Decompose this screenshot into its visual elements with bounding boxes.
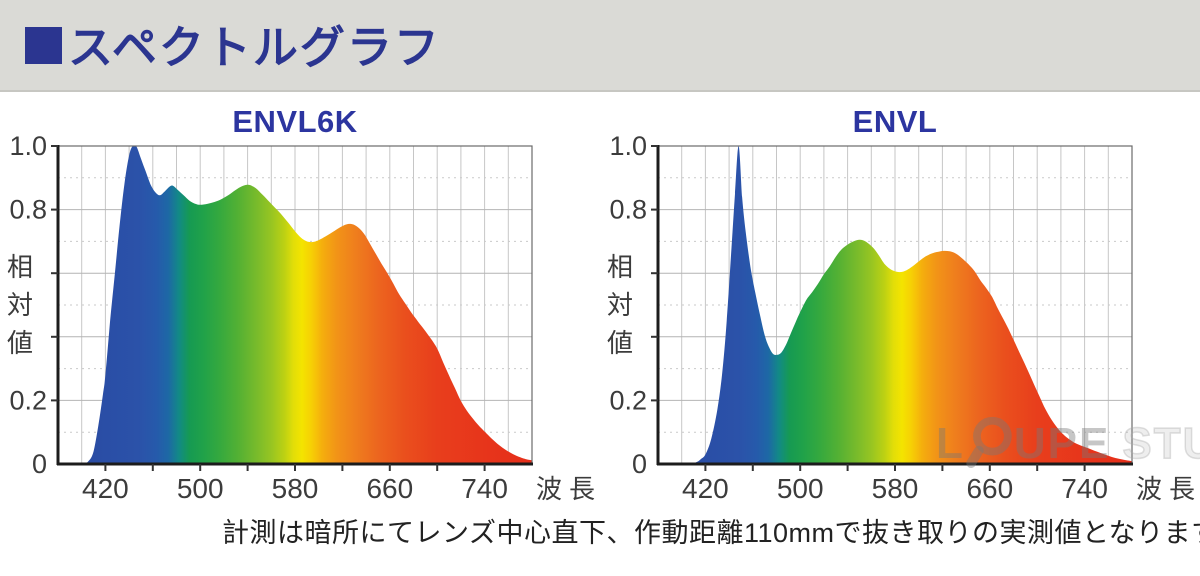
x-axis-labels: 420 500 580 660 740 bbox=[82, 473, 508, 504]
chart-title-envl6k: ENVL6K bbox=[232, 104, 358, 139]
svg-text:0.2: 0.2 bbox=[609, 385, 647, 415]
y-axis-title: 相対値 bbox=[7, 252, 33, 358]
watermark: L UPE STUDIO bbox=[936, 413, 1200, 475]
x-axis-labels: 420 500 580 660 740 bbox=[682, 473, 1108, 504]
spectrum-area bbox=[58, 146, 532, 464]
svg-text:0.8: 0.8 bbox=[9, 195, 47, 225]
svg-text:0: 0 bbox=[632, 449, 647, 479]
svg-text:1.0: 1.0 bbox=[9, 131, 47, 161]
spectrum-plot-envl: 1.0 0.8 0.2 0 相対値 420 500 580 660 740 波長 bbox=[607, 131, 1200, 504]
svg-text:420: 420 bbox=[82, 473, 129, 504]
svg-text:対: 対 bbox=[607, 290, 633, 320]
page-title: スペクトルグラフ bbox=[68, 21, 441, 73]
svg-text:0.8: 0.8 bbox=[609, 195, 647, 225]
svg-text:0: 0 bbox=[32, 449, 47, 479]
y-axis-title: 相対値 bbox=[607, 252, 633, 358]
spectrum-area bbox=[658, 146, 1132, 464]
svg-text:740: 740 bbox=[461, 473, 508, 504]
watermark-text-upe: UPE bbox=[1013, 419, 1111, 468]
watermark-loupe: L UPE bbox=[936, 413, 1110, 475]
chart-envl: ENVL 1.0 0.8 0.2 0 相対値 420 500 580 660 740 波長 bbox=[600, 100, 1200, 520]
tick-marks bbox=[51, 145, 486, 471]
svg-text:500: 500 bbox=[177, 473, 224, 504]
svg-text:660: 660 bbox=[366, 473, 413, 504]
header-accent-square bbox=[25, 26, 62, 64]
svg-text:相: 相 bbox=[607, 252, 633, 282]
svg-text:500: 500 bbox=[777, 473, 824, 504]
svg-text:0.2: 0.2 bbox=[9, 385, 47, 415]
watermark-text-l: L bbox=[936, 419, 965, 468]
svg-text:相: 相 bbox=[7, 252, 33, 282]
svg-text:660: 660 bbox=[966, 473, 1013, 504]
page-header: スペクトルグラフ bbox=[0, 0, 1200, 92]
spectrum-plot-envl6k: 1.0 0.8 0.2 0 相対値 420 500 580 660 740 波長 bbox=[7, 131, 600, 504]
svg-text:580: 580 bbox=[272, 473, 319, 504]
x-axis-title: 波長 bbox=[536, 474, 600, 504]
svg-text:740: 740 bbox=[1061, 473, 1108, 504]
chart-envl6k: ENVL6K 1.0 0.8 0.2 0 相対値 420 500 580 660 740 波長 bbox=[0, 100, 600, 520]
svg-text:420: 420 bbox=[682, 473, 729, 504]
svg-text:580: 580 bbox=[872, 473, 919, 504]
tick-marks bbox=[651, 145, 1086, 471]
svg-text:値: 値 bbox=[607, 328, 633, 358]
svg-text:1.0: 1.0 bbox=[609, 131, 647, 161]
x-axis-title: 波長 bbox=[1136, 474, 1200, 504]
loupe-icon bbox=[966, 416, 1012, 469]
y-axis-labels: 1.0 0.8 0.2 0 bbox=[9, 131, 47, 479]
svg-text:対: 対 bbox=[7, 290, 33, 320]
y-axis-labels: 1.0 0.8 0.2 0 bbox=[609, 131, 647, 479]
watermark-text-studio: STUDIO bbox=[1122, 418, 1200, 469]
svg-text:値: 値 bbox=[7, 328, 33, 358]
measurement-note: 計測は暗所にてレンズ中心直下、作動距離110mmで抜き取りの実測値となります。 bbox=[222, 518, 1200, 548]
chart-title-envl: ENVL bbox=[852, 104, 938, 139]
